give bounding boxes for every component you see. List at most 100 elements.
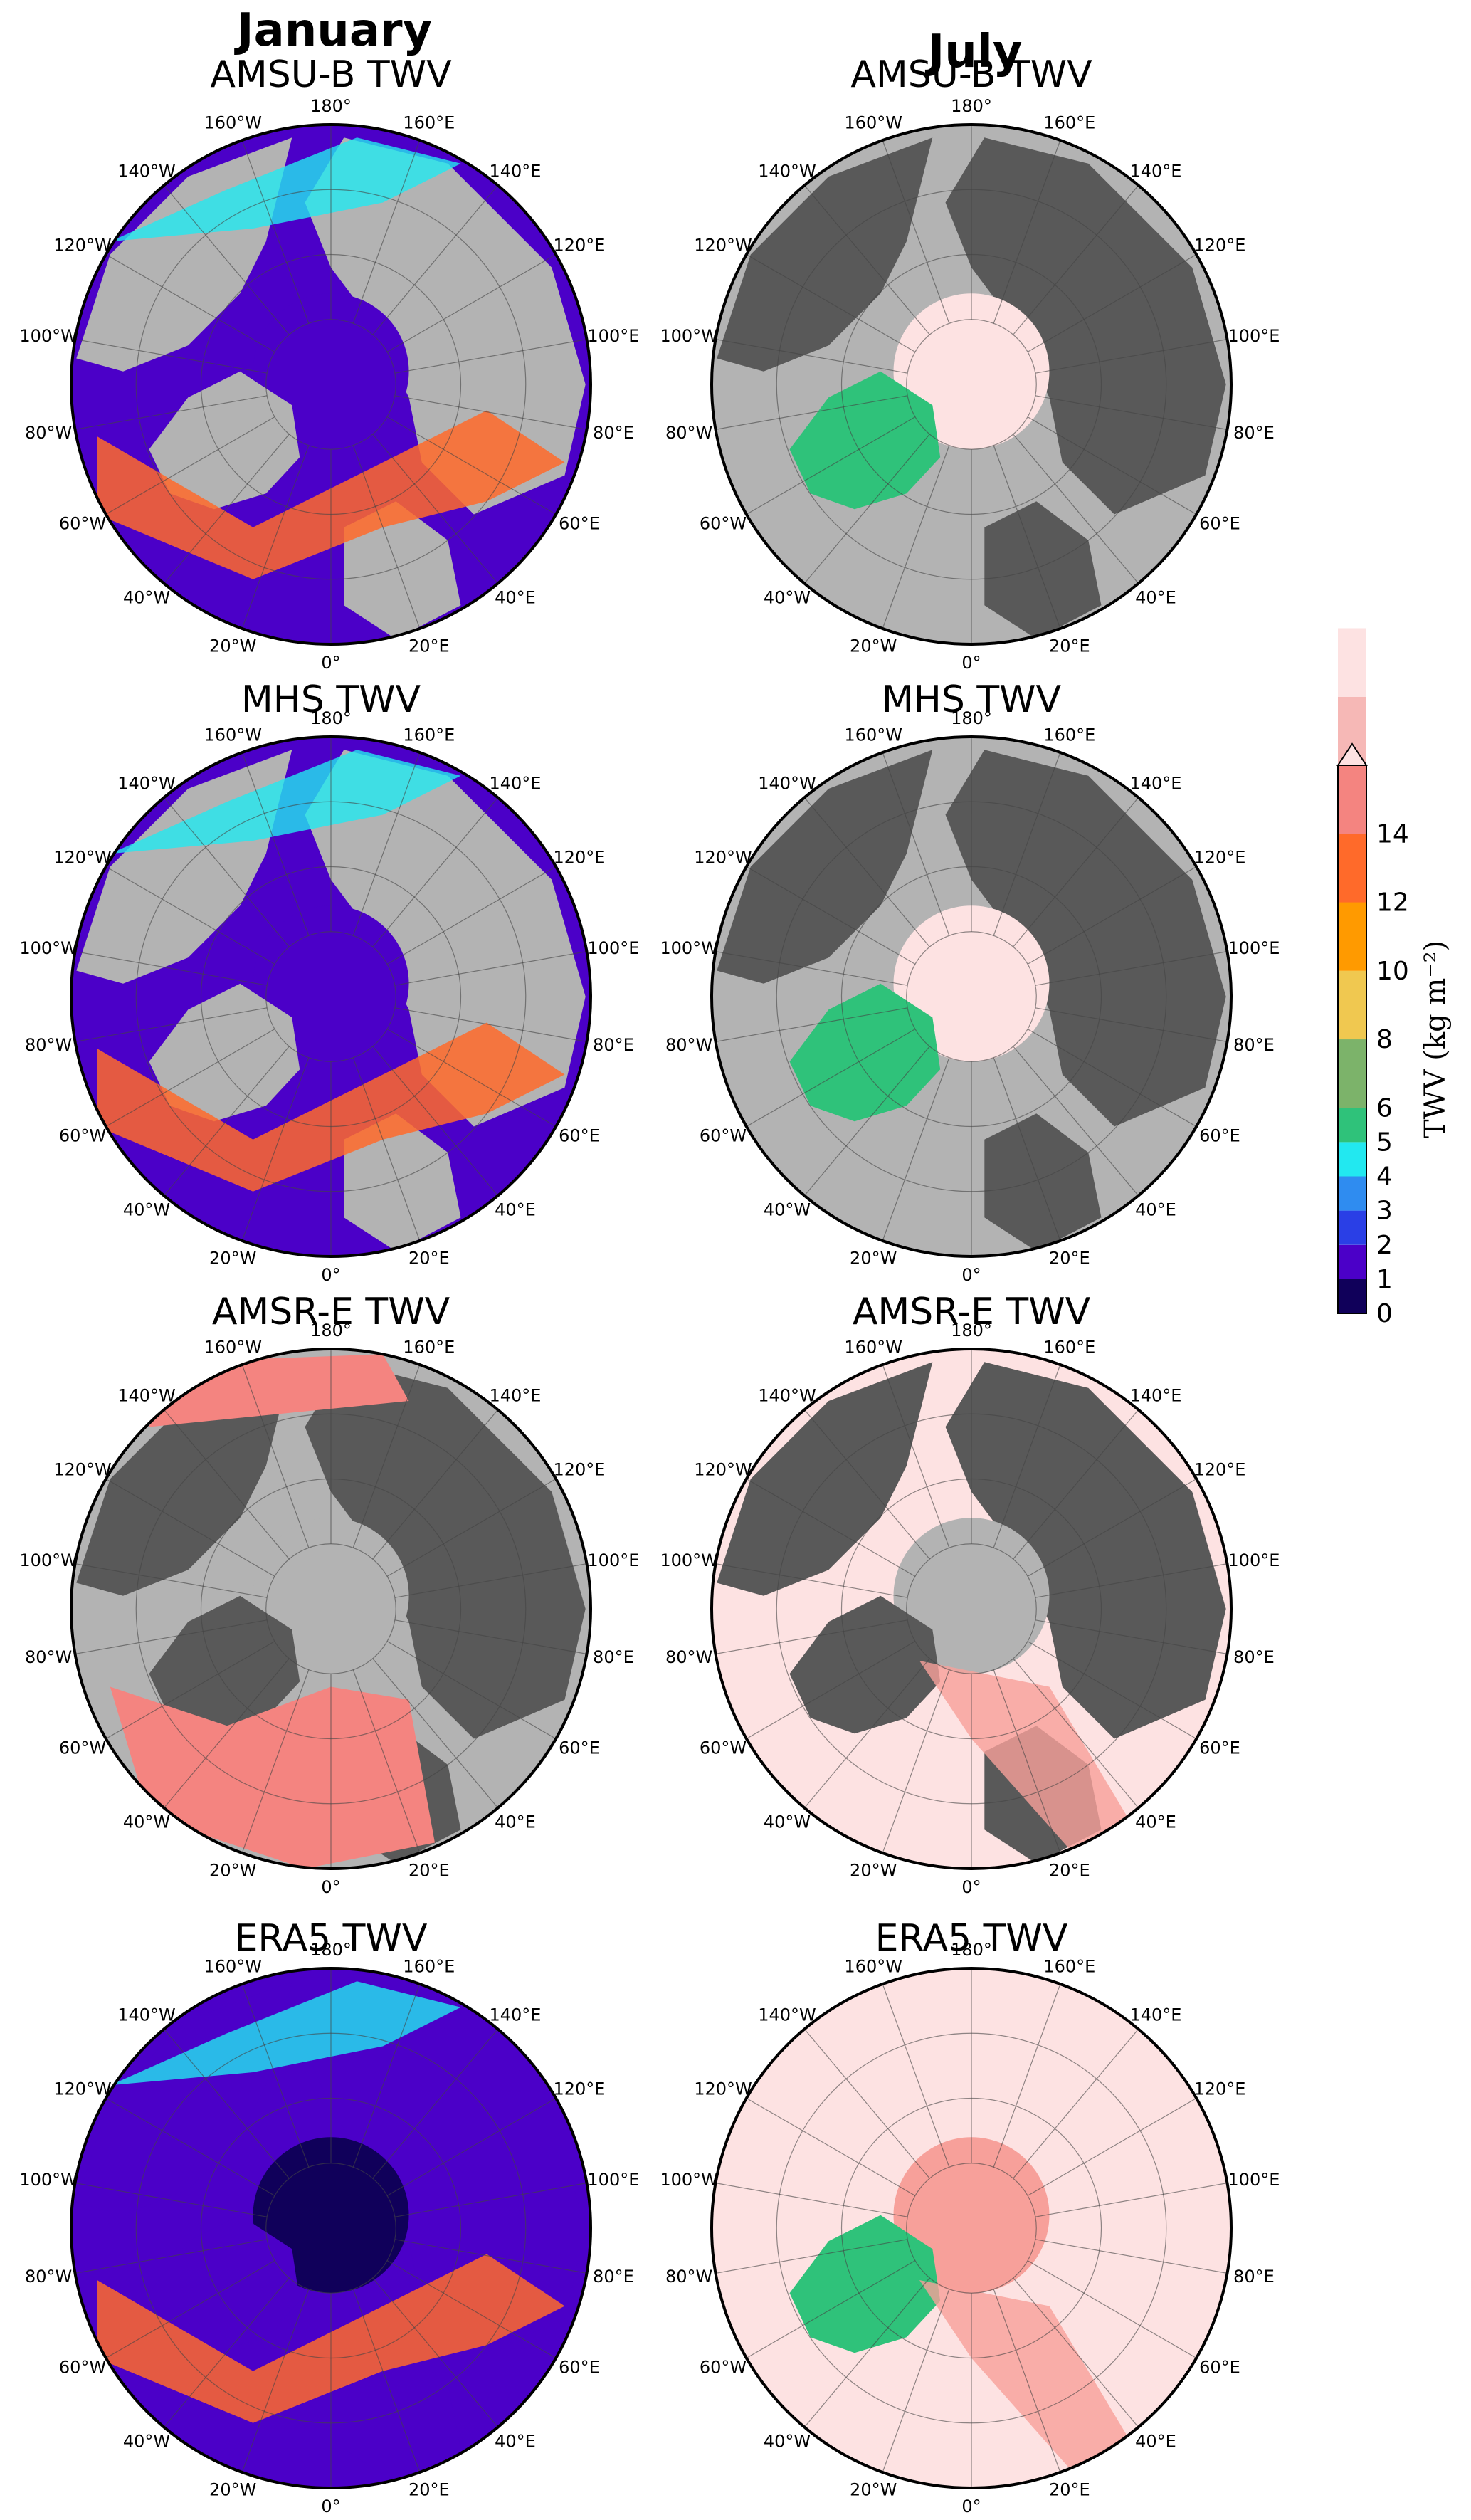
longitude-label: 20°E [408,2479,450,2499]
land-shape [344,501,461,639]
longitude-label: 180° [310,96,352,116]
panel-title: AMSR-E TWV [212,1291,450,1333]
colorbar-bin [1338,1210,1366,1245]
meridian-line [882,1983,950,2168]
colorbar-label: TWV (kg m⁻²) [1419,940,1452,1138]
longitude-label: 40°E [495,1812,536,1832]
map-boundary [710,1348,1233,1870]
meridian-line [241,752,310,936]
meridian-line [241,1364,310,1548]
longitude-label: 140°W [758,774,816,794]
meridian-line [1027,2260,1197,2359]
moist-band [110,137,461,242]
meridian-line [372,1409,499,1560]
longitude-label: 0° [961,653,981,673]
meridian-line [882,1669,950,1854]
meridian-line [163,1658,290,1808]
longitude-label: 160°W [204,725,262,745]
longitude-label: 140°W [758,162,816,182]
meridian-line [803,2277,930,2427]
longitude-label: 180° [310,1321,352,1340]
greenland-shape [789,2215,941,2353]
longitude-label: 120°W [694,2079,752,2099]
meridian-line [352,140,421,324]
longitude-label: 140°W [758,2005,816,2025]
meridian-line [372,434,499,584]
longitude-label: 120°E [1194,848,1246,868]
land-shape [945,750,1226,1127]
meridian-line [1035,951,1228,986]
meridian-line [715,1007,908,1042]
meridian-line [372,185,499,335]
meridian-line [75,1007,268,1042]
longitude-label: 0° [961,1877,981,1897]
longitude-label: 40°W [764,588,811,608]
land-shape [344,1113,461,1251]
meridian-line [715,2183,908,2217]
longitude-label: 20°E [1049,2479,1090,2499]
longitude-label: 0° [321,1265,340,1285]
meridian-line [105,866,275,965]
longitude-label: 140°E [490,774,542,794]
longitude-label: 160°W [844,113,902,133]
meridian-line [241,2289,310,2473]
colorbar-tick-label: 5 [1376,1128,1393,1157]
map-boundary [710,123,1233,646]
longitude-label: 160°E [403,725,455,745]
colorbar-bin [1338,1176,1366,1211]
meridian-line [105,1029,275,1128]
meridian-line [882,2289,950,2473]
meridian-line [715,2239,908,2274]
longitude-label: 40°E [1135,1812,1176,1832]
meridian-line [1035,2239,1228,2274]
longitude-label: 60°W [59,1126,106,1146]
longitude-label: 180° [951,708,992,728]
longitude-label: 160°W [844,1338,902,1358]
longitude-label: 80°E [593,2267,634,2287]
longitude-label: 60°W [700,1126,747,1146]
longitude-label: 160°W [844,1957,902,1977]
map-boundary [70,1348,592,1870]
longitude-label: 180° [951,1940,992,1960]
meridian-line [803,1046,930,1196]
longitude-label: 140°E [1130,774,1182,794]
meridian-line [352,1983,421,2168]
meridian-line [1035,1563,1228,1598]
map-boundary [70,123,592,646]
meridian-line [1027,2097,1197,2196]
meridian-line [882,140,950,324]
meridian-line [105,1641,275,1740]
longitude-label: 40°W [123,2432,170,2452]
longitude-label: 100°E [1228,1550,1280,1570]
map-boundary [70,1967,592,2489]
meridian-line [993,1057,1061,1241]
panel-title: AMSU-B TWV [210,53,452,96]
meridian-line [715,1563,908,1598]
meridian-line [163,1409,290,1560]
longitude-label: 100°E [587,2170,639,2190]
land-shape [305,1981,586,2358]
meridian-line [715,339,908,374]
longitude-label: 140°W [117,162,176,182]
longitude-label: 120°W [694,1460,752,1480]
meridian-line [352,1364,421,1548]
colorbar-bin [1338,765,1366,834]
longitude-label: 40°W [123,588,170,608]
colorbar-tick-label: 2 [1376,1231,1393,1260]
longitude-label: 100°W [660,326,718,346]
colorbar-bin [1338,970,1366,1040]
longitude-label: 100°E [1228,2170,1280,2190]
meridian-line [882,752,950,936]
meridian-line [746,416,916,515]
longitude-label: 20°E [1049,1248,1090,1268]
meridian-line [163,2277,290,2427]
meridian-line [105,1478,275,1577]
longitude-label: 80°W [665,1647,712,1667]
longitude-label: 160°W [204,113,262,133]
land-shape [76,1362,292,1596]
longitude-label: 140°W [117,2005,176,2025]
longitude-label: 120°W [53,236,112,256]
meridian-line [105,2260,275,2359]
